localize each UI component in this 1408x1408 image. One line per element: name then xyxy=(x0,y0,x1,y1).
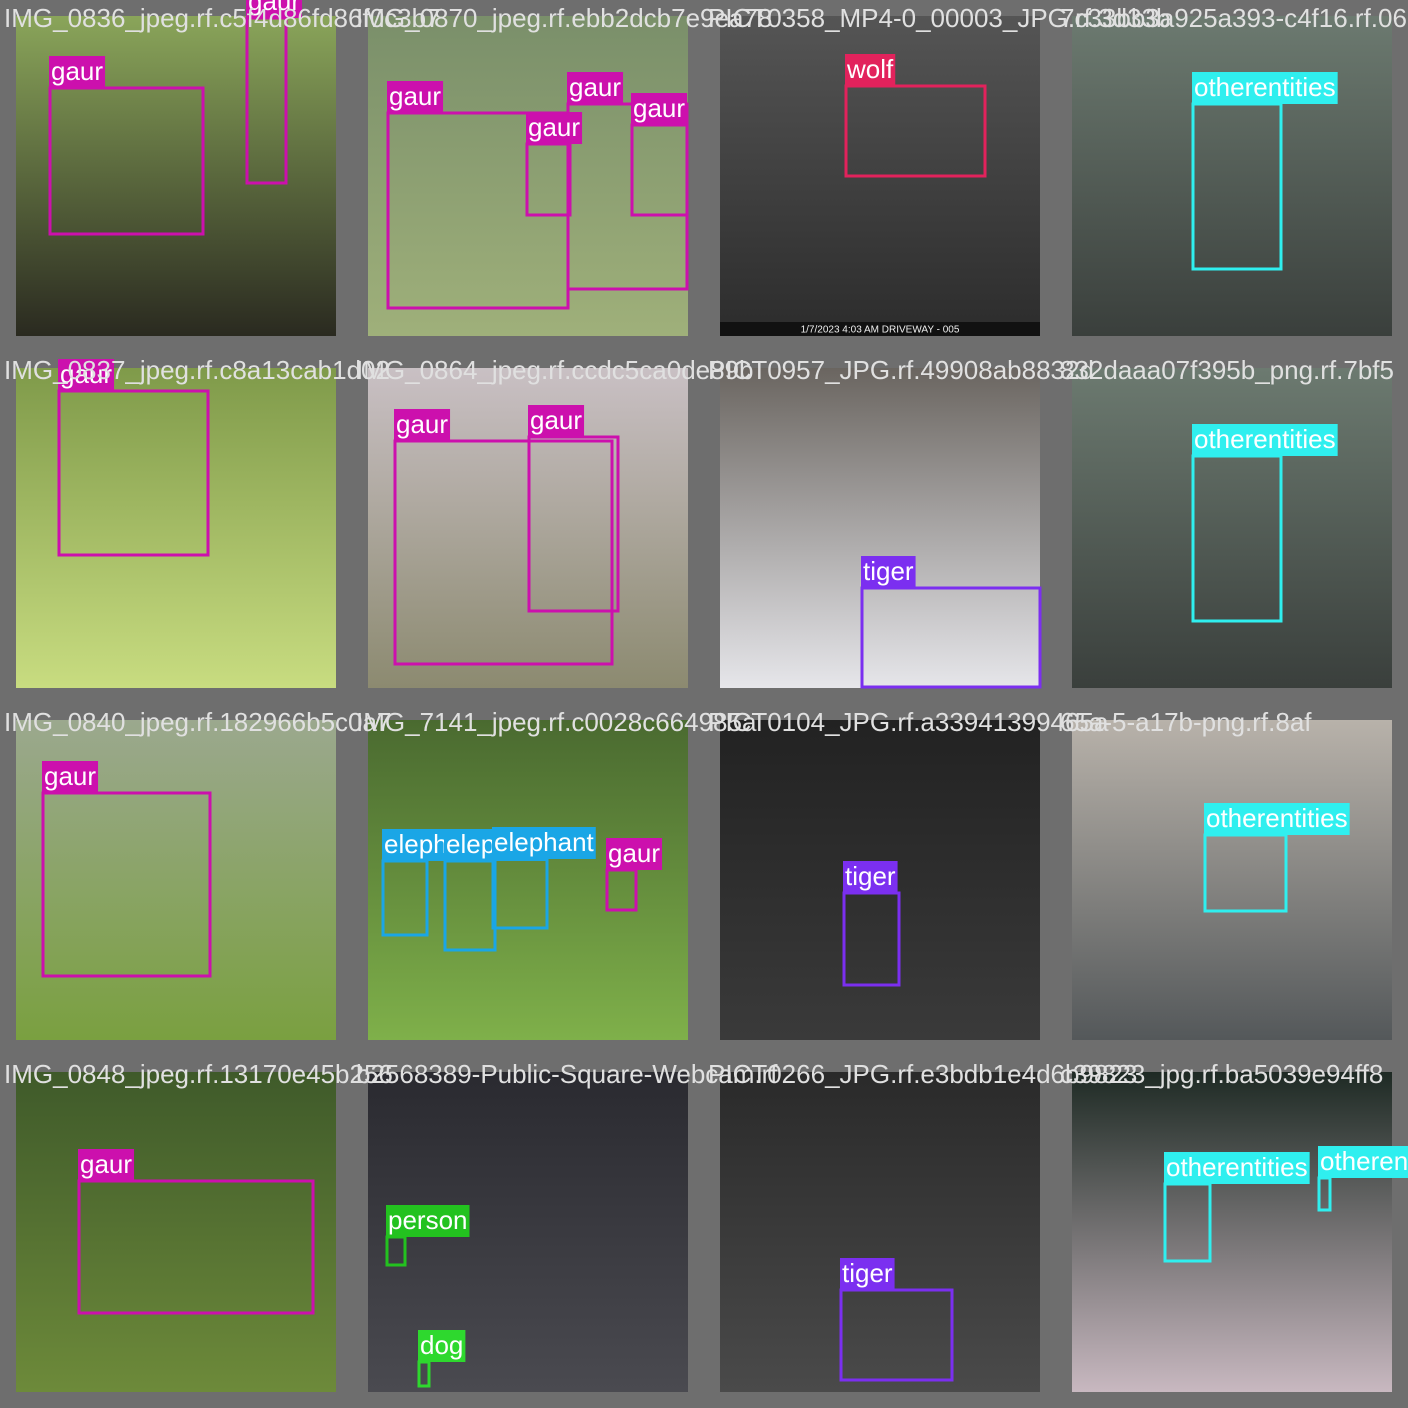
label-background xyxy=(843,861,898,893)
detection-label: tiger xyxy=(863,556,914,586)
tile-filename: IMG_0836_jpeg.rf.c5f4d86fd86f0c3b7 xyxy=(4,3,441,33)
detection-label: gaur xyxy=(608,838,660,868)
label-background xyxy=(387,81,444,113)
tile-image xyxy=(368,720,688,1040)
detection-label: elephant xyxy=(494,827,595,857)
bounding-box xyxy=(48,86,205,236)
detection-label: gaur xyxy=(51,56,103,86)
tile-filename: 7c33bb3a925a393-c4f16.rf.060 xyxy=(1060,3,1408,33)
detection-label: gaur xyxy=(80,1149,132,1179)
label-background xyxy=(49,56,106,88)
label-background xyxy=(1164,1152,1310,1184)
camera-caption: 1/7/2023 4:03 AM DRIVEWAY - 005 xyxy=(801,325,960,336)
tile-image xyxy=(720,1072,1040,1392)
label-background xyxy=(78,1149,135,1181)
tile-filename: PICT0104_JPG.rf.a33941399465a xyxy=(708,707,1109,737)
label-background xyxy=(418,1330,466,1362)
bounding-box xyxy=(77,1179,315,1315)
detection-label: gaur xyxy=(248,0,300,16)
tile-filename: IMG_0864_jpeg.rf.ccdc5ca0de89b xyxy=(356,355,754,385)
tile-filename: IMG_0870_jpeg.rf.ebb2dcb7e9ea78 xyxy=(356,3,772,33)
tile-filename: PICT0358_MP4-0_00003_JPG.rf.3d33b xyxy=(708,3,1171,33)
tile-filename: IMG_0837_jpeg.rf.c8a13cab1d02 xyxy=(4,355,390,385)
label-background xyxy=(631,93,688,125)
detection-label: gaur xyxy=(44,761,96,791)
tile-filename: IMG_0848_jpeg.rf.13170e45b256 xyxy=(4,1059,393,1089)
detection-label: otherentities xyxy=(1194,424,1336,454)
detection-label: gaur xyxy=(60,359,112,389)
detection-label: otherentities xyxy=(1206,803,1348,833)
detection-label: person xyxy=(388,1205,468,1235)
tile-filename: 832daaa07f395b_png.rf.7bf5 xyxy=(1060,355,1394,385)
label-background xyxy=(1192,424,1338,456)
bounding-box xyxy=(860,586,1042,689)
detection-label: wolf xyxy=(846,54,894,84)
bounding-box xyxy=(393,439,614,666)
label-background xyxy=(845,54,896,86)
bounding-box xyxy=(844,84,987,178)
tile-image xyxy=(1072,368,1392,688)
tile-image xyxy=(720,368,1040,688)
caption-bar xyxy=(720,322,1040,336)
tile-filename: 65a-5-a17b-png.rf.8af xyxy=(1060,707,1312,737)
tile-filename: IMG_7141_jpeg.rf.c0028c664985a xyxy=(356,707,757,737)
bounding-box xyxy=(839,1288,954,1382)
detection-label: tiger xyxy=(842,1258,893,1288)
detection-label: gaur xyxy=(530,405,582,435)
label-background xyxy=(1318,1146,1408,1178)
label-background xyxy=(246,0,303,18)
label-background xyxy=(861,556,916,588)
label-background xyxy=(492,827,596,859)
tile-image xyxy=(16,368,336,688)
label-background xyxy=(58,359,115,391)
tile-image xyxy=(1072,1072,1392,1392)
detection-label: otherentities xyxy=(1194,72,1336,102)
tile-filename: IMG_0840_jpeg.rf.182966b5c0a7 xyxy=(4,707,391,737)
detection-label: gaur xyxy=(569,72,621,102)
tile-filename: PICT0266_JPG.rf.e3bdb1e4d6b9823 xyxy=(708,1059,1137,1089)
bounding-box xyxy=(57,389,210,557)
label-background xyxy=(1204,803,1350,835)
detection-label: otherentities xyxy=(1166,1152,1308,1182)
label-background xyxy=(528,405,585,437)
label-background xyxy=(567,72,624,104)
tile-image xyxy=(1072,16,1392,336)
detection-label: dog xyxy=(420,1330,463,1360)
label-background xyxy=(1192,72,1338,104)
bounding-box xyxy=(41,791,212,978)
label-background xyxy=(394,409,451,441)
tile-filename: c39823_jpg.rf.ba5039e94ff8 xyxy=(1060,1059,1383,1089)
label-background xyxy=(526,112,583,144)
label-background xyxy=(840,1258,895,1290)
tile-image xyxy=(16,1072,336,1392)
tile-filename: b2568389-Public-Square-Webcam.rf xyxy=(356,1059,778,1089)
detection-label: gaur xyxy=(633,93,685,123)
label-background xyxy=(386,1205,470,1237)
label-background xyxy=(606,838,663,870)
detection-label: otherentities xyxy=(1320,1146,1408,1176)
detection-label: tiger xyxy=(845,861,896,891)
detection-label: gaur xyxy=(528,112,580,142)
label-background xyxy=(42,761,99,793)
detection-label: gaur xyxy=(396,409,448,439)
tile-image xyxy=(1072,720,1392,1040)
detection-label: gaur xyxy=(389,81,441,111)
tile-filename: PICT0957_JPG.rf.49908ab8832d xyxy=(708,355,1094,385)
